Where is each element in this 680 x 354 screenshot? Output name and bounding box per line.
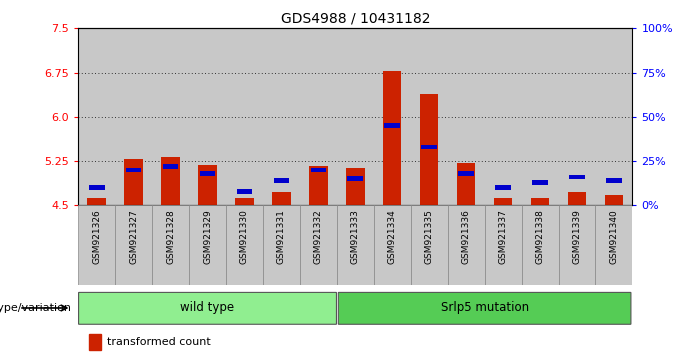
- Bar: [199, 165, 217, 205]
- Bar: [522, 28, 558, 205]
- Bar: [568, 192, 586, 205]
- Text: GSM921329: GSM921329: [203, 209, 212, 264]
- Bar: [273, 178, 289, 183]
- Bar: [88, 198, 106, 205]
- Text: GSM921336: GSM921336: [462, 209, 471, 264]
- Bar: [226, 28, 263, 205]
- Text: GSM921339: GSM921339: [573, 209, 581, 264]
- Bar: [422, 144, 437, 149]
- Bar: [494, 198, 512, 205]
- Text: GSM921332: GSM921332: [314, 209, 323, 264]
- Bar: [152, 28, 189, 205]
- Bar: [89, 334, 101, 350]
- Bar: [605, 195, 623, 205]
- Bar: [300, 28, 337, 205]
- Bar: [347, 176, 363, 181]
- Bar: [596, 205, 632, 285]
- Bar: [596, 28, 632, 205]
- Bar: [272, 192, 290, 205]
- Bar: [411, 205, 447, 285]
- Bar: [495, 185, 511, 190]
- Bar: [311, 167, 326, 172]
- Bar: [78, 28, 115, 205]
- Bar: [531, 198, 549, 205]
- Bar: [161, 157, 180, 205]
- Text: transformed count: transformed count: [107, 337, 211, 347]
- Bar: [374, 205, 411, 285]
- Bar: [374, 28, 411, 205]
- Bar: [235, 198, 254, 205]
- Bar: [458, 171, 474, 176]
- Text: GSM921335: GSM921335: [425, 209, 434, 264]
- Bar: [200, 171, 216, 176]
- Bar: [606, 178, 622, 183]
- Bar: [346, 168, 364, 205]
- Bar: [115, 28, 152, 205]
- Bar: [263, 28, 300, 205]
- Bar: [447, 28, 485, 205]
- Text: Srlp5 mutation: Srlp5 mutation: [441, 302, 528, 314]
- Bar: [126, 167, 141, 172]
- Bar: [189, 28, 226, 205]
- Bar: [124, 159, 143, 205]
- Text: GSM921333: GSM921333: [351, 209, 360, 264]
- Bar: [411, 28, 447, 205]
- Bar: [237, 189, 252, 194]
- FancyBboxPatch shape: [339, 292, 631, 324]
- Bar: [383, 71, 401, 205]
- Bar: [384, 123, 400, 128]
- Bar: [163, 164, 178, 169]
- Text: GSM921327: GSM921327: [129, 209, 138, 264]
- Bar: [337, 205, 374, 285]
- Text: GSM921331: GSM921331: [277, 209, 286, 264]
- Bar: [78, 205, 115, 285]
- Bar: [309, 166, 328, 205]
- Bar: [337, 28, 374, 205]
- Bar: [569, 175, 585, 179]
- Text: GSM921334: GSM921334: [388, 209, 396, 264]
- Title: GDS4988 / 10431182: GDS4988 / 10431182: [281, 12, 430, 26]
- Bar: [420, 95, 439, 205]
- Bar: [558, 28, 596, 205]
- Bar: [89, 185, 105, 190]
- Bar: [457, 163, 475, 205]
- Text: GSM921340: GSM921340: [609, 209, 618, 264]
- Bar: [300, 205, 337, 285]
- Bar: [115, 205, 152, 285]
- FancyBboxPatch shape: [79, 292, 337, 324]
- Bar: [152, 205, 189, 285]
- Bar: [263, 205, 300, 285]
- Bar: [226, 205, 263, 285]
- Text: genotype/variation: genotype/variation: [0, 303, 71, 313]
- Bar: [558, 205, 596, 285]
- Bar: [447, 205, 485, 285]
- Text: GSM921328: GSM921328: [166, 209, 175, 264]
- Text: GSM921338: GSM921338: [536, 209, 545, 264]
- Text: wild type: wild type: [180, 302, 235, 314]
- Text: GSM921326: GSM921326: [92, 209, 101, 264]
- Bar: [522, 205, 558, 285]
- Text: GSM921337: GSM921337: [498, 209, 507, 264]
- Bar: [485, 28, 522, 205]
- Bar: [485, 205, 522, 285]
- Bar: [189, 205, 226, 285]
- Bar: [532, 180, 548, 185]
- Text: GSM921330: GSM921330: [240, 209, 249, 264]
